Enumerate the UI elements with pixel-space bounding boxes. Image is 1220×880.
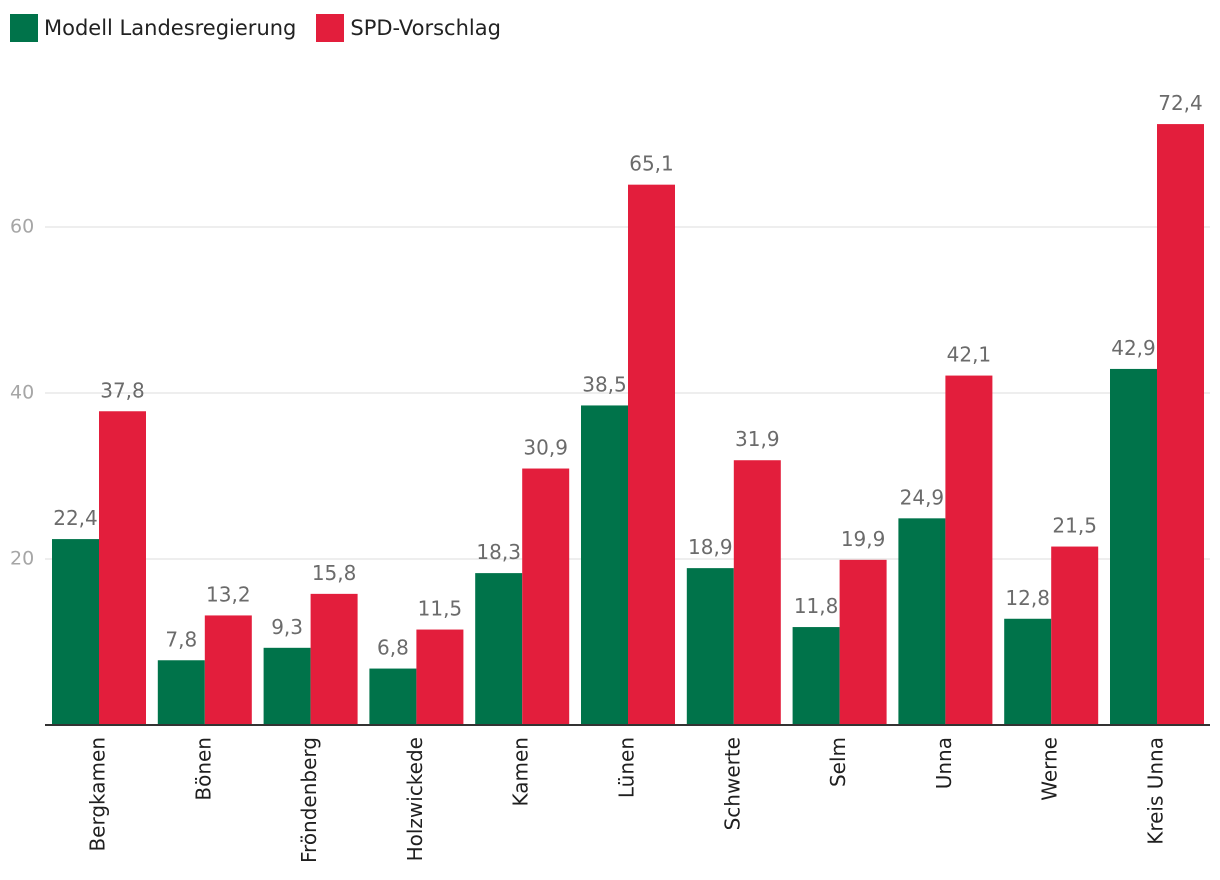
bar-modell <box>581 405 628 725</box>
bar-spd <box>416 629 464 725</box>
category-label: Holzwickede <box>403 737 427 861</box>
bar-modell <box>52 539 99 725</box>
legend-swatch-red <box>316 14 345 42</box>
value-label: 13,2 <box>206 582 251 606</box>
value-label: 7,8 <box>165 627 197 651</box>
bar-modell <box>686 568 734 725</box>
category-label: Schwerte <box>720 737 744 830</box>
category-label: Fröndenberg <box>297 737 321 863</box>
bar-spd <box>733 460 781 725</box>
bar-spd <box>1051 546 1099 725</box>
value-label: 38,5 <box>582 372 627 396</box>
value-label: 6,8 <box>377 636 409 660</box>
value-label: 19,9 <box>841 527 886 551</box>
category-label: Werne <box>1038 737 1062 801</box>
bar-modell <box>898 518 946 725</box>
value-label: 21,5 <box>1052 514 1097 538</box>
bar-modell <box>792 627 840 725</box>
value-label: 22,4 <box>53 506 98 530</box>
value-label: 72,4 <box>1158 91 1203 115</box>
legend-swatch-green <box>10 14 38 42</box>
bar-modell <box>369 668 417 725</box>
value-label: 42,1 <box>947 343 992 367</box>
bar-modell <box>1004 618 1052 725</box>
legend-item-spd-vorschlag: SPD-Vorschlag <box>316 14 501 42</box>
category-label: Bönen <box>191 737 215 801</box>
value-label: 15,8 <box>312 561 357 585</box>
value-label: 18,9 <box>688 535 733 559</box>
bar-spd <box>1157 124 1204 725</box>
legend-item-modell-landesregierung: Modell Landesregierung <box>10 14 296 42</box>
value-label: 31,9 <box>735 427 780 451</box>
value-label: 30,9 <box>523 436 568 460</box>
y-tick-label: 40 <box>10 382 34 404</box>
bar-modell <box>475 573 523 725</box>
bar-modell <box>263 647 311 725</box>
value-label: 18,3 <box>476 540 521 564</box>
category-label: Kreis Unna <box>1144 737 1168 845</box>
value-label: 11,8 <box>794 594 839 618</box>
value-label: 9,3 <box>271 615 303 639</box>
value-label: 37,8 <box>100 378 145 402</box>
category-label: Selm <box>826 737 850 787</box>
bar-modell <box>157 660 205 725</box>
bar-spd <box>310 593 358 725</box>
value-label: 11,5 <box>418 597 463 621</box>
bar-spd <box>945 375 993 725</box>
value-label: 24,9 <box>900 485 945 509</box>
y-tick-label: 20 <box>10 548 34 570</box>
legend-label: SPD-Vorschlag <box>350 16 501 40</box>
bar-modell <box>1110 368 1157 725</box>
value-label: 42,9 <box>1111 336 1156 360</box>
legend: Modell Landesregierung SPD-Vorschlag <box>10 13 521 43</box>
y-tick-label: 60 <box>10 216 34 238</box>
value-label: 65,1 <box>629 152 674 176</box>
value-label: 12,8 <box>1005 586 1050 610</box>
bar-spd <box>204 615 252 725</box>
category-label: Unna <box>932 737 956 789</box>
bar-spd <box>99 411 146 725</box>
bar-spd <box>839 559 887 725</box>
bar-spd <box>628 184 675 726</box>
category-label: Lünen <box>615 737 639 798</box>
bar-spd <box>522 468 570 725</box>
category-label: Bergkamen <box>86 737 110 852</box>
legend-label: Modell Landesregierung <box>44 16 297 40</box>
category-label: Kamen <box>509 737 533 806</box>
